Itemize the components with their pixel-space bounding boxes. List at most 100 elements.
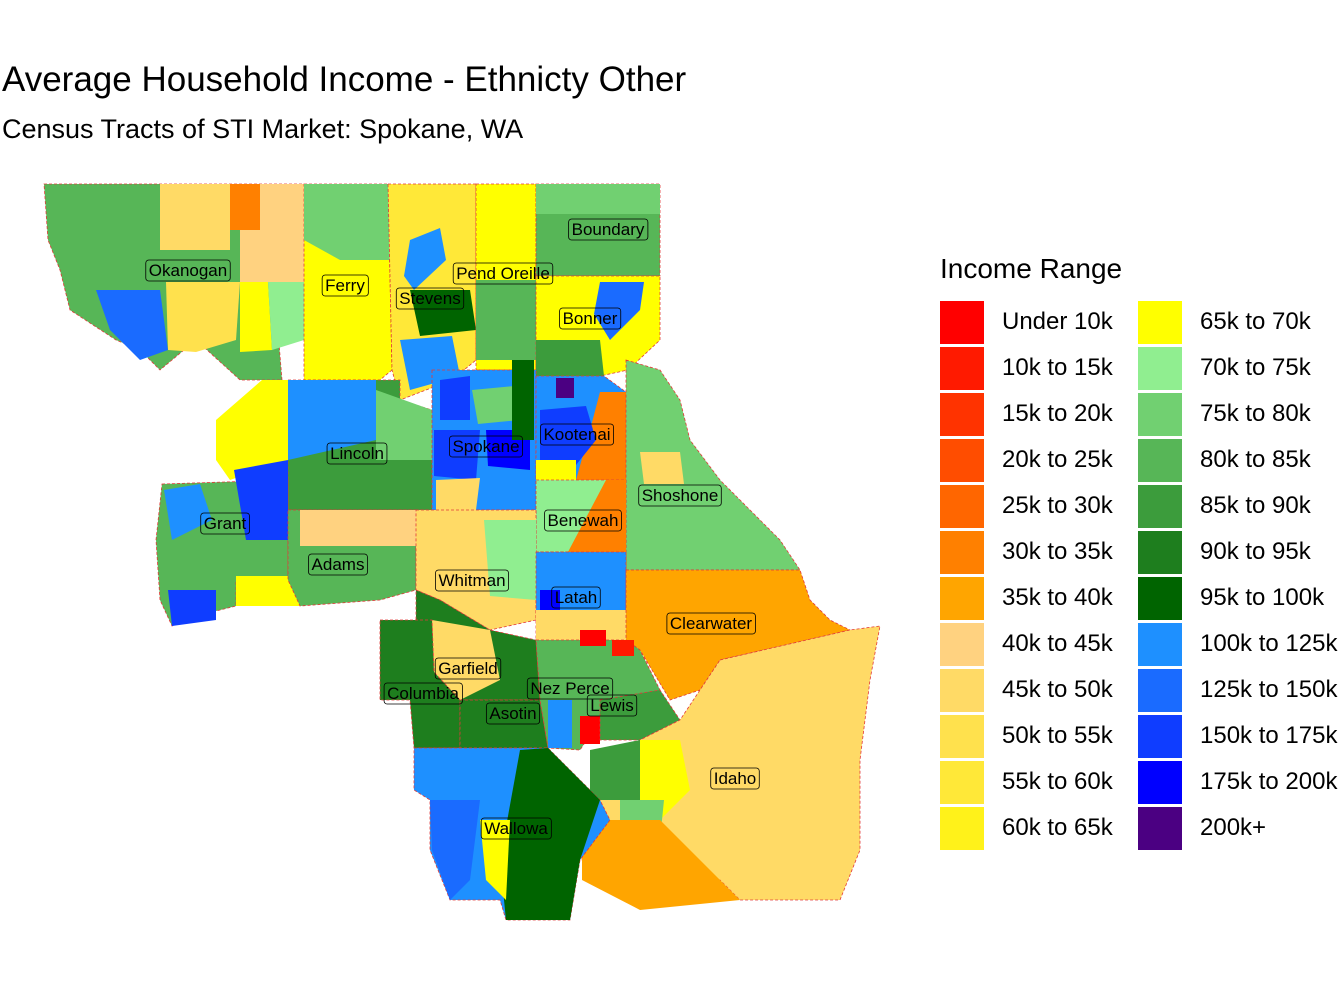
county-label: Shoshone	[642, 486, 719, 505]
county-label-box	[200, 512, 250, 535]
legend-label: 65k to 70k	[1200, 308, 1311, 335]
county-labels: Okanogan Ferry Stevens Pend Oreille Boundary…	[145, 218, 760, 840]
county-label: Whitman	[438, 571, 505, 590]
county-label: Kootenai	[543, 425, 610, 444]
legend-swatch	[940, 577, 984, 620]
map-subtitle: Census Tracts of STI Market: Spokane, WA	[2, 114, 524, 144]
county-label-box	[449, 435, 523, 458]
county-label-box	[395, 287, 465, 310]
legend-swatch	[1138, 807, 1182, 850]
county-label: Adams	[312, 555, 365, 574]
county-label: Idaho	[714, 769, 757, 788]
county-label-box	[540, 423, 614, 446]
county-label: Nez Perce	[530, 679, 609, 698]
county-label: Wallowa	[484, 819, 548, 838]
county-label: Columbia	[387, 684, 459, 703]
county-label-box	[544, 509, 622, 532]
county-label: Boundary	[572, 220, 645, 239]
county-label-box	[452, 262, 554, 285]
county-label-box	[434, 657, 502, 680]
legend-swatch	[940, 347, 984, 390]
county-label: Garfield	[438, 659, 498, 678]
legend-label: 90k to 95k	[1200, 538, 1311, 565]
county-label-box	[568, 218, 649, 241]
county-label: Grant	[204, 514, 247, 533]
county-label-box	[480, 817, 552, 840]
county-label-box	[435, 569, 509, 592]
legend-swatch	[940, 393, 984, 436]
legend-label: 30k to 35k	[1002, 538, 1113, 565]
legend-swatch	[940, 439, 984, 482]
legend-label: 95k to 100k	[1200, 584, 1325, 611]
county-label-box	[666, 612, 756, 635]
county-label-box	[383, 682, 463, 705]
legend-swatch	[1138, 485, 1182, 528]
legend-swatch	[1138, 623, 1182, 666]
legend-swatch	[1138, 301, 1182, 344]
legend-label: 35k to 40k	[1002, 584, 1113, 611]
legend-label: 60k to 65k	[1002, 814, 1113, 841]
legend-swatch	[940, 807, 984, 850]
legend-label: 100k to 125k	[1200, 630, 1338, 657]
county-label-box	[326, 442, 388, 465]
legend-swatch	[940, 623, 984, 666]
legend-title: Income Range	[940, 253, 1123, 284]
county-label: Benewah	[548, 511, 619, 530]
county-label-box	[638, 484, 722, 507]
legend-label: 80k to 85k	[1200, 446, 1311, 473]
legend-swatch	[1138, 531, 1182, 574]
legend-swatch	[940, 669, 984, 712]
legend-label: 175k to 200k	[1200, 768, 1338, 795]
legend-swatch	[940, 485, 984, 528]
legend-swatch	[1138, 577, 1182, 620]
county-lewis[interactable]	[599, 689, 681, 741]
legend-label: 40k to 45k	[1002, 630, 1113, 657]
legend-label: 10k to 15k	[1002, 354, 1113, 381]
legend-swatch	[1138, 393, 1182, 436]
county-label-box	[586, 694, 638, 717]
legend-swatch	[940, 761, 984, 804]
legend-label: 20k to 25k	[1002, 446, 1113, 473]
county-label-box	[551, 586, 601, 609]
county-label: Latah	[555, 588, 598, 607]
county-label: Clearwater	[670, 614, 753, 633]
legend-label: 45k to 50k	[1002, 676, 1113, 703]
legend-label: 150k to 175k	[1200, 722, 1338, 749]
legend-label: 70k to 75k	[1200, 354, 1311, 381]
legend-label: 75k to 80k	[1200, 400, 1311, 427]
county-label: Asotin	[489, 704, 536, 723]
county-label-box	[710, 767, 760, 790]
legend-swatch	[1138, 669, 1182, 712]
legend-swatch	[1138, 761, 1182, 804]
county-label: Bonner	[563, 309, 618, 328]
legend-label: 85k to 90k	[1200, 492, 1311, 519]
legend-label: 25k to 30k	[1002, 492, 1113, 519]
legend-label: Under 10k	[1002, 308, 1113, 335]
county-label-box	[145, 259, 231, 282]
county-label: Lewis	[590, 696, 633, 715]
county-label: Pend Oreille	[456, 264, 550, 283]
legend-swatch	[1138, 439, 1182, 482]
county-label-box	[308, 553, 368, 576]
county-label: Okanogan	[149, 261, 227, 280]
county-label-box	[485, 702, 541, 725]
legend-swatch	[1138, 715, 1182, 758]
legend-swatch	[940, 531, 984, 574]
legend-label: 50k to 55k	[1002, 722, 1113, 749]
county-label-box	[526, 677, 614, 700]
county-label: Stevens	[399, 289, 460, 308]
map-title: Average Household Income - Ethnicty Othe…	[2, 60, 687, 99]
county-label: Spokane	[452, 437, 519, 456]
county-label: Lincoln	[330, 444, 384, 463]
legend-swatch	[940, 715, 984, 758]
legend-swatch	[1138, 347, 1182, 390]
legend-label: 200k+	[1200, 814, 1267, 841]
county-label-box	[321, 274, 369, 297]
legend-swatch	[940, 301, 984, 344]
legend-label: 15k to 20k	[1002, 400, 1113, 427]
legend-label: 125k to 150k	[1200, 676, 1338, 703]
county-label: Ferry	[325, 276, 365, 295]
legend-label: 55k to 60k	[1002, 768, 1113, 795]
county-label-box	[559, 307, 622, 330]
